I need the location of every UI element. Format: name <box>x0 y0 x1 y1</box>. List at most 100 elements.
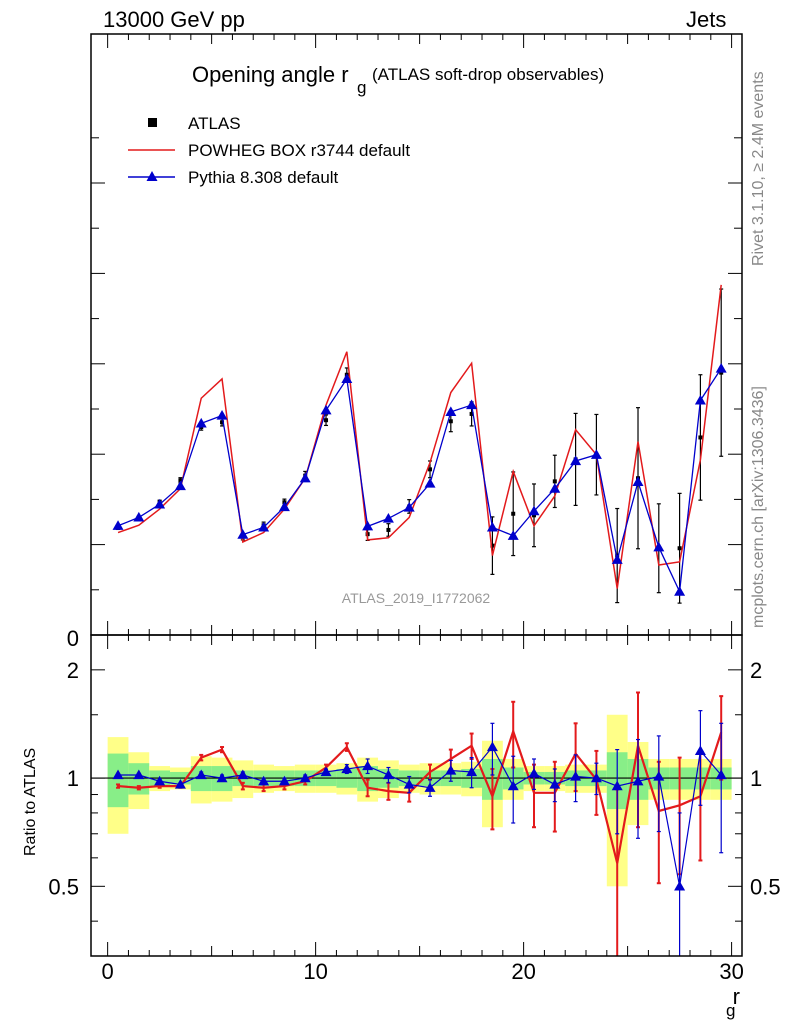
atlas-point <box>719 370 724 375</box>
ratio-pythia-point <box>674 880 686 891</box>
ratio-pythia-point <box>632 775 644 786</box>
legend-powheg-label: POWHEG BOX r3744 default <box>188 141 410 160</box>
atlas-point <box>178 478 183 483</box>
ratio-pythia-point <box>715 769 727 780</box>
ratio-pythia-point <box>174 778 186 789</box>
main-panel: Opening angle r g (ATLAS soft-drop obser… <box>67 33 743 651</box>
pythia-point <box>715 362 727 373</box>
pythia-point <box>382 512 394 523</box>
analysis-watermark: ATLAS_2019_I1772062 <box>342 590 491 606</box>
ratio-band-inner <box>107 753 129 808</box>
pythia-point <box>694 394 706 405</box>
ratio-pythia-point <box>611 780 623 791</box>
ratio-pythia-point <box>403 778 415 789</box>
main-axes-layer <box>91 34 742 636</box>
pythia-point <box>174 480 186 491</box>
ratio-pythia-point <box>112 769 124 780</box>
atlas-point <box>511 511 516 516</box>
ratio-pythia-point <box>195 769 207 780</box>
pythia-point <box>237 529 249 539</box>
ratio-pythia-point <box>258 775 270 786</box>
header-left: 13000 GeV pp <box>103 7 245 32</box>
atlas-point <box>428 467 433 472</box>
ratio-pythia-point <box>382 769 394 780</box>
ratio-x-tick-label: 0 <box>102 959 114 984</box>
atlas-point <box>698 435 703 440</box>
pythia-point <box>362 520 374 531</box>
pythia-point <box>611 554 623 564</box>
pythia-point <box>507 530 519 540</box>
ratio-pythia-point <box>299 772 311 783</box>
ratio-y-tick-label-right: 2 <box>750 658 762 683</box>
ratio-bands-layer <box>91 714 742 887</box>
ratio-pythia-point <box>133 769 145 780</box>
chart-title: Opening angle r <box>192 62 349 87</box>
ratio-pythia-point <box>507 780 519 791</box>
pythia-point <box>195 417 207 428</box>
ratio-y-tick-label: 0.5 <box>48 874 79 899</box>
ratio-pythia-point <box>549 778 561 789</box>
pythia-point <box>632 476 644 487</box>
ratio-panel: 0 10 20 30 0.5 0.5 1 1 2 2 r g <box>48 634 781 1020</box>
legend: ATLAS POWHEG BOX r3744 default Pythia 8.… <box>128 114 410 187</box>
pythia-point <box>424 477 436 488</box>
ratio-pythia-point <box>341 763 353 774</box>
ratio-pythia-point <box>154 775 166 786</box>
atlas-point <box>532 513 537 518</box>
pythia-line <box>117 368 722 595</box>
ratio-pythia-point <box>486 741 498 752</box>
main-y-tick-label: 0 <box>67 626 79 651</box>
ratio-y-tick-label: 1 <box>67 766 79 791</box>
chart-title-subscript: g <box>357 78 366 97</box>
header-right: Jets <box>686 7 727 32</box>
ratio-pythia-point <box>445 764 457 775</box>
ratio-x-tick-label: 20 <box>511 959 535 984</box>
ratio-pythia-point <box>362 760 374 771</box>
atlas-point <box>677 546 682 551</box>
pythia-point <box>341 373 353 384</box>
atlas-point <box>490 543 495 548</box>
atlas-point <box>324 418 329 423</box>
ratio-series-layer <box>112 691 727 956</box>
ratio-pythia-point <box>320 766 332 777</box>
pythia-point <box>112 520 124 530</box>
pythia-point <box>466 399 478 410</box>
pythia-point <box>154 498 166 509</box>
pythia-point <box>216 410 228 420</box>
ratio-pythia-line <box>118 745 722 887</box>
ratio-axes-layer: 0 10 20 30 0.5 0.5 1 1 2 2 <box>48 635 781 984</box>
atlas-point <box>220 420 225 425</box>
atlas-point <box>552 479 557 484</box>
ratio-pythia-point <box>570 771 582 781</box>
x-axis-label-subscript: g <box>726 1001 735 1020</box>
legend-atlas-marker <box>148 118 157 127</box>
x-axis-label: r <box>733 984 740 1009</box>
ratio-pythia-point <box>528 767 540 778</box>
pythia-point <box>299 472 311 483</box>
pythia-point <box>278 501 290 512</box>
ratio-pythia-point <box>216 772 228 783</box>
pythia-point <box>320 404 332 415</box>
atlas-point <box>448 419 453 424</box>
atlas-point <box>386 527 391 532</box>
ratio-pythia-point <box>590 772 602 783</box>
pythia-point <box>674 586 686 596</box>
ratio-y-tick-label: 2 <box>67 658 79 683</box>
ratio-pythia-point <box>466 766 478 777</box>
atlas-point <box>469 411 474 416</box>
chart-title-suffix: (ATLAS soft-drop observables) <box>372 65 604 84</box>
ratio-pythia-point <box>278 775 290 786</box>
pythia-point <box>590 449 602 459</box>
ratio-y-tick-label-right: 0.5 <box>750 874 781 899</box>
pythia-point <box>653 541 665 552</box>
ratio-pythia-point <box>694 745 706 756</box>
pythia-point <box>486 521 498 532</box>
ratio-x-tick-label: 10 <box>303 959 327 984</box>
legend-pythia-marker <box>146 171 158 181</box>
ratio-frame <box>90 634 743 957</box>
ratio-x-tick-label: 30 <box>719 959 743 984</box>
ratio-pythia-point <box>653 771 665 781</box>
ratio-pythia-point <box>424 782 436 792</box>
pythia-point <box>258 521 270 532</box>
